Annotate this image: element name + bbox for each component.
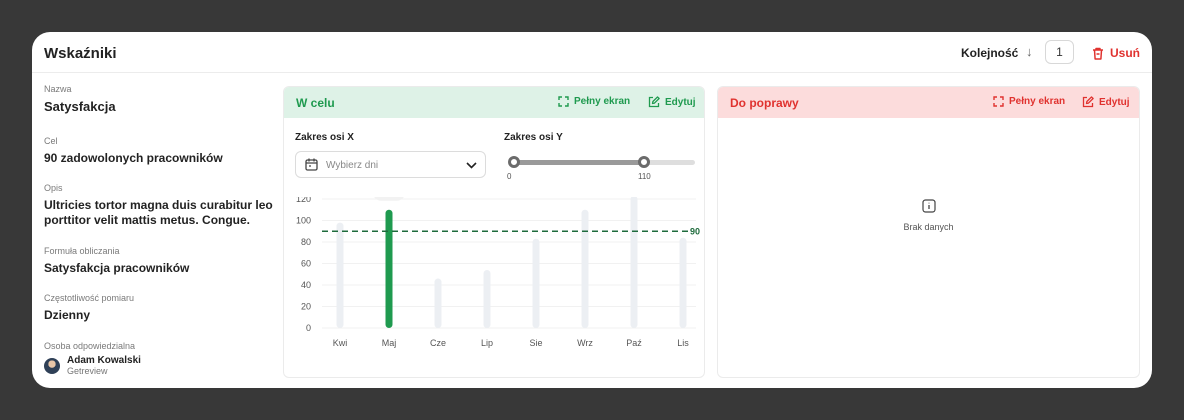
x-tick-label: Paź [626, 338, 642, 348]
info-icon [921, 199, 936, 213]
field-label: Formuła obliczania [44, 246, 120, 256]
field-name: Nazwa Satysfakcja [44, 84, 274, 114]
page-title: Wskaźniki [44, 45, 117, 62]
y-tick-label: 40 [301, 280, 311, 290]
panel-title: W celu [296, 96, 335, 110]
edit-label: Edytuj [665, 96, 696, 108]
empty-state-text: Brak danych [903, 222, 954, 232]
fullscreen-icon [993, 96, 1004, 107]
bar-chart: 0 20 40 60 80 100 120 Kwi Maj 107 Cze Lip Sie Wrz Paź L… [296, 197, 700, 348]
x-tick-label: Lis [677, 338, 689, 348]
panel-header: Do poprawy Pełny ekran Edytuj [718, 87, 1139, 118]
slider-handle-max[interactable] [638, 156, 650, 168]
slider-fill [509, 160, 644, 165]
x-tick-label: Wrz [577, 338, 593, 348]
field-label: Opis [44, 183, 63, 193]
field-label: Nazwa [44, 84, 72, 94]
edit-icon [648, 96, 660, 108]
data-label: 107 [381, 197, 396, 198]
date-range-select[interactable]: Wybierz dni [295, 151, 486, 178]
x-tick-label: Sie [529, 338, 542, 348]
field-label: Osoba odpowiedzialna [44, 341, 136, 351]
chart-bar [630, 197, 638, 328]
fullscreen-label: Pełny ekran [1009, 96, 1066, 107]
chart-bar [336, 222, 344, 328]
delete-button[interactable]: Usuń [1092, 44, 1140, 62]
fullscreen-button[interactable]: Pełny ekran [558, 96, 630, 107]
owner-name: Adam Kowalski [67, 355, 141, 366]
fullscreen-button[interactable]: Pełny ekran [993, 96, 1065, 107]
edit-icon [1082, 96, 1094, 108]
y-tick-label: 100 [296, 216, 311, 226]
arrow-down-icon[interactable]: ↓ [1026, 44, 1033, 59]
avatar [44, 357, 60, 374]
chart-bar [532, 238, 540, 328]
field-owner: Osoba odpowiedzialna Adam Kowalski Getre… [44, 341, 274, 376]
field-description: Opis Ultricies tortor magna duis curabit… [44, 183, 274, 228]
chevron-down-icon [466, 162, 477, 169]
fullscreen-label: Pełny ekran [574, 96, 631, 107]
delete-label: Usuń [1110, 46, 1140, 60]
x-tick-label: Lip [481, 338, 493, 348]
slider-min-value: 0 [507, 172, 512, 181]
data-label-bubble [374, 197, 404, 201]
y-tick-label: 60 [301, 259, 311, 269]
slider-max-value: 110 [638, 172, 651, 181]
calendar-icon [305, 158, 318, 171]
edit-button[interactable]: Edytuj [1082, 96, 1130, 108]
field-value: Satysfakcja pracowników [44, 261, 190, 275]
field-value: Ultricies tortor magna duis curabitur le… [44, 198, 273, 227]
chart-bar [581, 209, 589, 328]
field-frequency: Częstotliwość pomiaru Dzienny [44, 293, 274, 323]
field-formula: Formuła obliczania Satysfakcja pracownik… [44, 246, 274, 276]
y-tick-label: 0 [306, 323, 311, 333]
field-value: Dzienny [44, 308, 91, 322]
owner: Adam Kowalski Getreview [44, 355, 274, 376]
panel-title: Do poprawy [730, 96, 799, 110]
chart-bar [434, 278, 442, 328]
y-range-slider[interactable] [508, 156, 695, 168]
slider-handle-min[interactable] [508, 156, 520, 168]
chart-bar [385, 209, 393, 328]
trash-icon [1093, 47, 1103, 60]
y-tick-label: 120 [296, 197, 311, 204]
field-value: 90 zadowolonych pracowników [44, 151, 223, 165]
chart-bar [679, 237, 687, 328]
order-label: Kolejność [961, 46, 1019, 60]
x-tick-label: Cze [430, 338, 446, 348]
on-target-panel: W celu Pełny ekran Edytuj Zakres osi X Z… [283, 86, 705, 378]
edit-button[interactable]: Edytuj [648, 96, 696, 108]
empty-state: Brak danych [718, 199, 1139, 232]
y-tick-label: 80 [301, 237, 311, 247]
y-tick-label: 20 [301, 302, 311, 312]
select-placeholder: Wybierz dni [326, 160, 379, 171]
field-label: Cel [44, 136, 58, 146]
to-improve-panel: Do poprawy Pełny ekran Edytuj Brak danyc… [717, 86, 1140, 378]
field-value: Satysfakcja [44, 99, 116, 114]
field-label: Częstotliwość pomiaru [44, 293, 135, 303]
x-tick-label: Maj [382, 338, 397, 348]
fullscreen-icon [558, 96, 569, 107]
target-label: 90 [690, 226, 700, 236]
panel-header: W celu Pełny ekran Edytuj [284, 87, 704, 118]
kpi-card: Wskaźniki Kolejność ↓ 1 Usuń Nazwa Satys… [32, 32, 1152, 388]
card-header: Wskaźniki Kolejność ↓ 1 Usuń [32, 32, 1152, 73]
order-input[interactable]: 1 [1045, 40, 1074, 64]
y-range-label: Zakres osi Y [504, 132, 563, 143]
x-tick-label: Kwi [333, 338, 348, 348]
edit-label: Edytuj [1099, 96, 1130, 108]
chart-bar [483, 269, 491, 328]
field-goal: Cel 90 zadowolonych pracowników [44, 136, 274, 166]
x-range-label: Zakres osi X [295, 132, 354, 143]
owner-org: Getreview [67, 366, 108, 376]
